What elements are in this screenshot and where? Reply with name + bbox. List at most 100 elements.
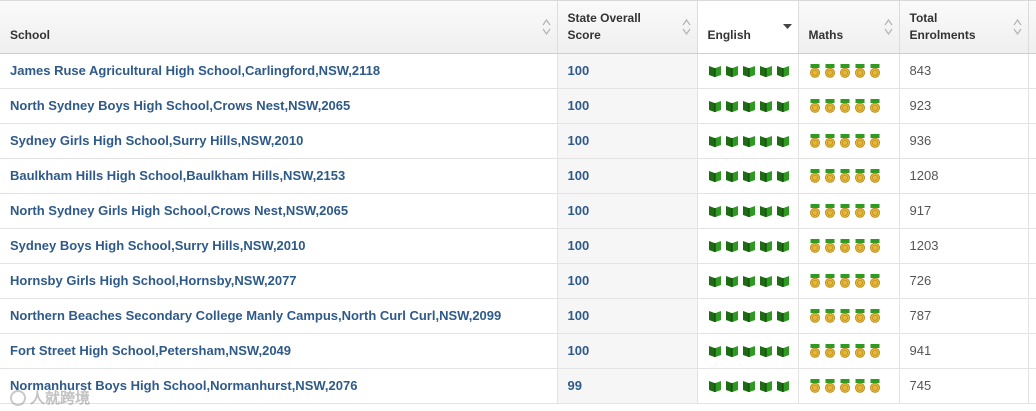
school-link[interactable]: James Ruse Agricultural High School,Carl… <box>10 63 381 78</box>
book-icon <box>725 309 739 323</box>
book-icon <box>708 239 722 253</box>
cell-maths-rating <box>798 228 900 264</box>
cell-maths-rating <box>798 333 900 369</box>
header-school[interactable]: School <box>0 1 558 54</box>
cell-state-overall-score: 100 <box>557 53 698 89</box>
medal-icon <box>809 203 821 218</box>
medal-icon <box>809 308 821 323</box>
cell-extra <box>1028 228 1036 264</box>
medal-icon <box>809 133 821 148</box>
medal-icon <box>824 203 836 218</box>
book-icon <box>708 309 722 323</box>
header-state-overall-score[interactable]: State Overall Score <box>557 1 698 54</box>
table-row[interactable]: North Sydney Girls High School,Crows Nes… <box>0 193 1036 229</box>
cell-extra <box>1028 333 1036 369</box>
book-icon <box>759 239 773 253</box>
cell-extra <box>1028 88 1036 124</box>
table-row[interactable]: Hornsby Girls High School,Hornsby,NSW,20… <box>0 263 1036 299</box>
table-row[interactable]: Fort Street High School,Petersham,NSW,20… <box>0 333 1036 369</box>
cell-maths-rating <box>798 123 900 159</box>
cell-english-rating <box>697 263 799 299</box>
book-icon <box>776 99 790 113</box>
medal-icon <box>869 378 881 393</box>
table-row[interactable]: Sydney Boys High School,Surry Hills,NSW,… <box>0 228 1036 264</box>
cell-extra <box>1028 193 1036 229</box>
book-icon <box>708 204 722 218</box>
book-icon <box>742 169 756 183</box>
medal-icon <box>824 98 836 113</box>
cell-total-enrolments: 941 <box>899 333 1029 369</box>
book-icon <box>708 134 722 148</box>
table-row[interactable]: Baulkham Hills High School,Baulkham Hill… <box>0 158 1036 194</box>
sort-both-icon[interactable] <box>1012 18 1022 36</box>
header-maths[interactable]: Maths <box>798 1 900 54</box>
school-link[interactable]: Sydney Girls High School,Surry Hills,NSW… <box>10 133 304 148</box>
header-school-label: School <box>10 27 51 42</box>
book-icon <box>725 239 739 253</box>
medal-icon <box>809 98 821 113</box>
book-icon <box>759 309 773 323</box>
book-icon <box>725 344 739 358</box>
header-maths-label: Maths <box>808 27 844 42</box>
cell-school: Northern Beaches Secondary College Manly… <box>0 298 558 334</box>
school-link[interactable]: North Sydney Girls High School,Crows Nes… <box>10 203 349 218</box>
medal-icon <box>869 203 881 218</box>
cell-school: James Ruse Agricultural High School,Carl… <box>0 53 558 89</box>
header-extra <box>1028 1 1036 54</box>
sort-descending-icon[interactable] <box>782 18 792 36</box>
book-icon <box>759 169 773 183</box>
sort-both-icon[interactable] <box>883 18 893 36</box>
school-link[interactable]: North Sydney Boys High School,Crows Nest… <box>10 98 351 113</box>
sort-both-icon[interactable] <box>541 18 551 36</box>
book-icon <box>776 64 790 78</box>
sort-both-icon[interactable] <box>681 18 691 36</box>
book-icon <box>759 204 773 218</box>
book-icon <box>759 274 773 288</box>
medal-icon <box>824 273 836 288</box>
cell-state-overall-score: 100 <box>557 88 698 124</box>
school-link[interactable]: Sydney Boys High School,Surry Hills,NSW,… <box>10 238 306 253</box>
header-total-enrolments[interactable]: Total Enrolments <box>899 1 1029 54</box>
cell-total-enrolments: 745 <box>899 368 1029 404</box>
cell-english-rating <box>697 228 799 264</box>
school-link[interactable]: Fort Street High School,Petersham,NSW,20… <box>10 343 292 358</box>
medal-icon <box>824 308 836 323</box>
medal-icon <box>809 63 821 78</box>
medal-icon <box>824 133 836 148</box>
school-link[interactable]: Hornsby Girls High School,Hornsby,NSW,20… <box>10 273 297 288</box>
table-row[interactable]: Sydney Girls High School,Surry Hills,NSW… <box>0 123 1036 159</box>
medal-icon <box>839 63 851 78</box>
header-english[interactable]: English <box>697 1 799 54</box>
school-link[interactable]: Northern Beaches Secondary College Manly… <box>10 308 502 323</box>
book-icon <box>725 274 739 288</box>
medal-icon <box>824 343 836 358</box>
table-row[interactable]: Normanhurst Boys High School,Normanhurst… <box>0 368 1036 404</box>
medal-icon <box>869 308 881 323</box>
book-icon <box>708 274 722 288</box>
school-link[interactable]: Normanhurst Boys High School,Normanhurst… <box>10 378 358 393</box>
cell-english-rating <box>697 88 799 124</box>
table-row[interactable]: Northern Beaches Secondary College Manly… <box>0 298 1036 334</box>
medal-icon <box>854 308 866 323</box>
table-row[interactable]: North Sydney Boys High School,Crows Nest… <box>0 88 1036 124</box>
cell-state-overall-score: 100 <box>557 333 698 369</box>
school-link[interactable]: Baulkham Hills High School,Baulkham Hill… <box>10 168 346 183</box>
cell-maths-rating <box>798 88 900 124</box>
cell-school: Sydney Girls High School,Surry Hills,NSW… <box>0 123 558 159</box>
medal-icon <box>869 343 881 358</box>
cell-total-enrolments: 726 <box>899 263 1029 299</box>
book-icon <box>776 379 790 393</box>
medal-icon <box>854 168 866 183</box>
medal-icon <box>839 343 851 358</box>
header-english-label: English <box>707 27 751 42</box>
medal-icon <box>824 378 836 393</box>
header-score-label-line2: Score <box>567 27 601 42</box>
header-score-label-line1: State Overall <box>567 10 641 25</box>
cell-state-overall-score: 100 <box>557 298 698 334</box>
medal-icon <box>809 378 821 393</box>
medal-icon <box>809 273 821 288</box>
table-row[interactable]: James Ruse Agricultural High School,Carl… <box>0 53 1036 89</box>
medal-icon <box>869 63 881 78</box>
medal-icon <box>809 343 821 358</box>
